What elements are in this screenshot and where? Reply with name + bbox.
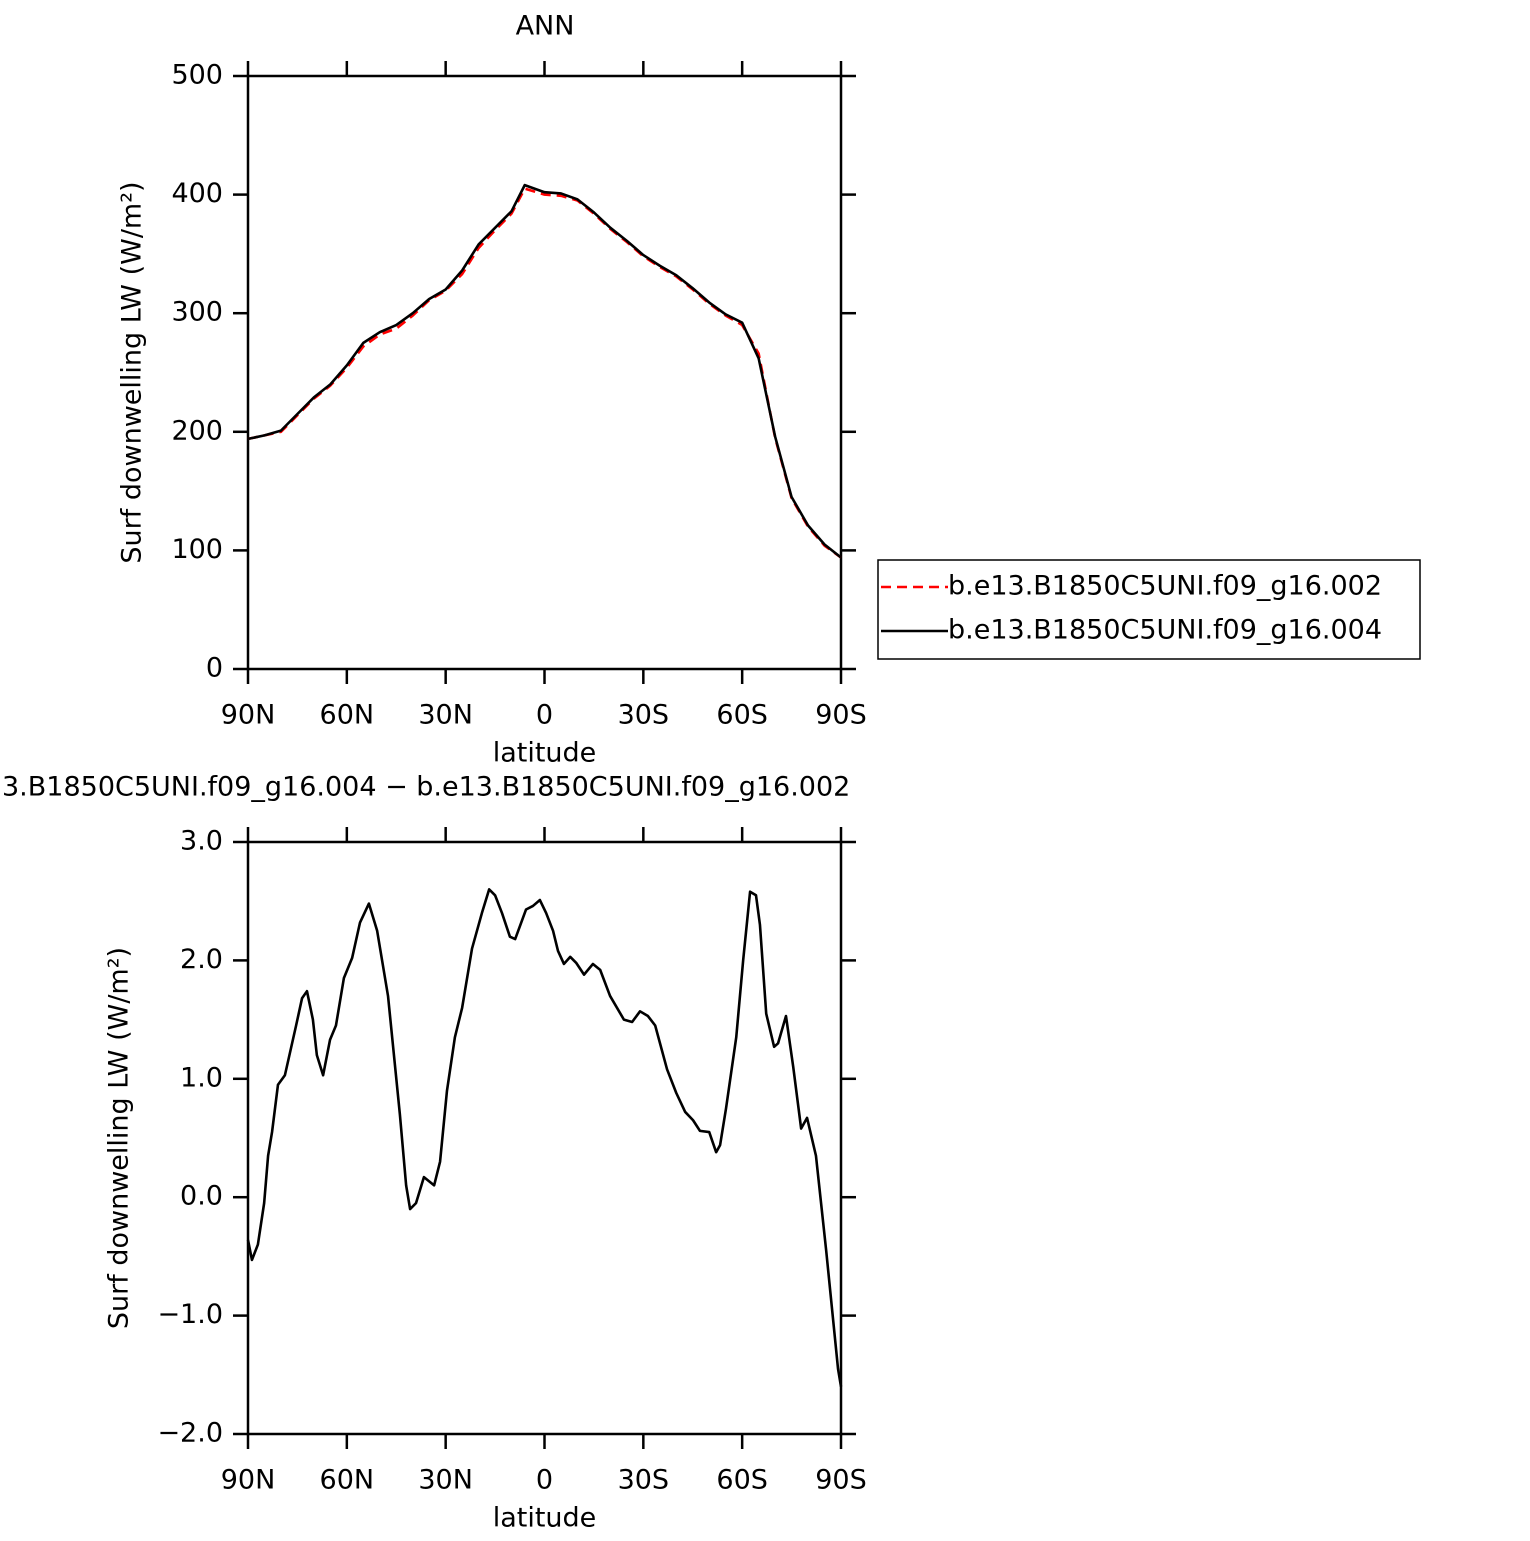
data-line: [247, 183, 842, 559]
y-axis-label: Surf downwelling LW (W/m²): [104, 947, 135, 1329]
x-axis-label: latitude: [493, 1503, 597, 1534]
y-tick-label: 500: [171, 60, 223, 91]
y-axis-label: Surf downwelling LW (W/m²): [117, 181, 148, 563]
data-line: [246, 888, 843, 1387]
data-line: [247, 187, 842, 559]
x-tick-label: 90S: [815, 1465, 867, 1496]
y-tick-label: 100: [171, 534, 223, 565]
x-tick-label: 0: [536, 1465, 553, 1496]
plot-frame: [246, 74, 843, 671]
x-tick-label: 30S: [618, 1465, 670, 1496]
x-tick-label: 90N: [221, 700, 276, 731]
plot-frame: [246, 840, 843, 1436]
y-tick-label: 200: [171, 415, 223, 446]
x-tick-label: 60S: [716, 700, 768, 731]
x-axis-label: latitude: [493, 738, 597, 769]
y-tick-label: 0.0: [180, 1181, 223, 1212]
x-tick-label: 60N: [320, 1465, 375, 1496]
y-tick-label: 3.0: [180, 826, 223, 857]
x-tick-label: 90N: [221, 1465, 276, 1496]
x-tick-label: 90S: [815, 700, 867, 731]
y-tick-label: 300: [171, 297, 223, 328]
x-tick-label: 30N: [418, 700, 473, 731]
x-tick-label: 30N: [418, 1465, 473, 1496]
chart-title: 3.B1850C5UNI.f09_g16.004 − b.e13.B1850C5…: [2, 772, 850, 803]
y-tick-label: 2.0: [180, 944, 223, 975]
x-tick-label: 0: [536, 700, 553, 731]
legend-label: b.e13.B1850C5UNI.f09_g16.002: [948, 571, 1382, 602]
y-tick-label: −2.0: [157, 1418, 223, 1449]
y-tick-label: −1.0: [157, 1299, 223, 1330]
y-tick-label: 0: [206, 653, 223, 684]
x-tick-label: 60S: [716, 1465, 768, 1496]
y-tick-label: 1.0: [180, 1062, 223, 1093]
x-tick-label: 60N: [320, 700, 375, 731]
legend-box: [877, 559, 1421, 660]
x-tick-label: 30S: [618, 700, 670, 731]
legend-label: b.e13.B1850C5UNI.f09_g16.004: [948, 615, 1382, 646]
chart-title: ANN: [516, 11, 575, 42]
y-tick-label: 400: [171, 178, 223, 209]
